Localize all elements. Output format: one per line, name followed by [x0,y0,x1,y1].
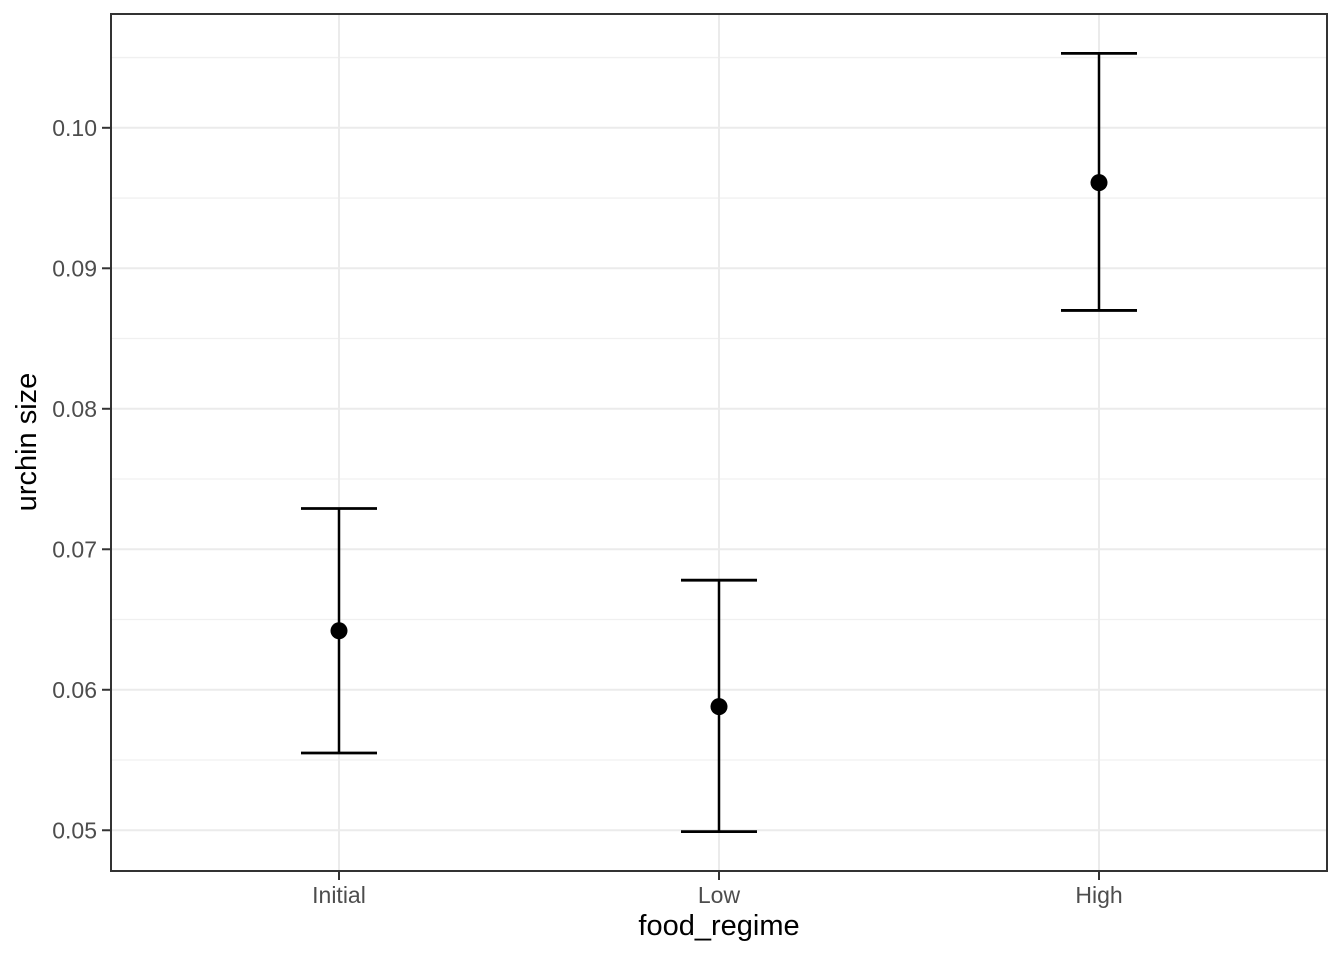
y-axis-tick-label: 0.10 [52,115,97,141]
data-point [1090,174,1108,192]
x-axis-tick-label: Low [698,882,741,908]
y-axis-tick-label: 0.09 [52,255,97,281]
y-axis-title: urchin size [11,372,43,512]
y-axis-tick-label: 0.05 [52,817,97,843]
y-axis-tick-label: 0.07 [52,536,97,562]
y-axis-tick-label: 0.06 [52,677,97,703]
x-axis-tick-label: Initial [312,882,366,908]
y-axis-tick-label: 0.08 [52,396,97,422]
data-point [710,698,728,716]
x-axis-title: food_regime [638,910,800,942]
data-point [330,622,348,640]
x-axis-tick-label: High [1075,882,1122,908]
